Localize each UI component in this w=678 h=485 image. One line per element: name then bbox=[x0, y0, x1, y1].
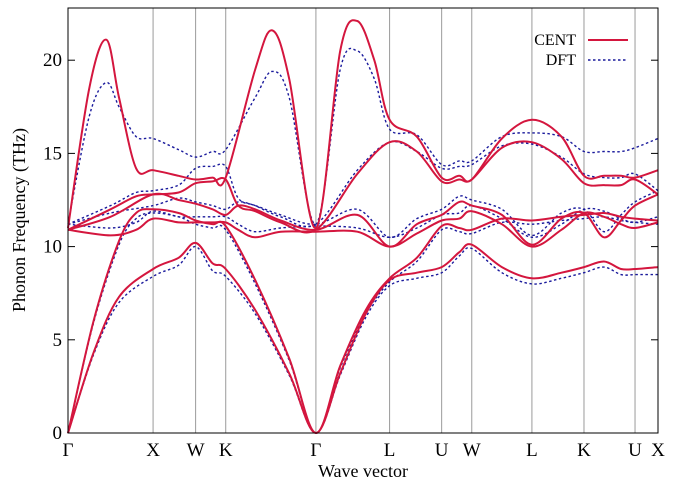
legend-label-cent: CENT bbox=[534, 32, 576, 49]
series-dft bbox=[67, 47, 659, 434]
branch-line-cent bbox=[67, 140, 659, 234]
x-tick-label: L bbox=[384, 440, 396, 461]
x-tick-label: U bbox=[628, 440, 642, 461]
y-tick-label: 15 bbox=[43, 143, 62, 164]
series-layer bbox=[67, 19, 659, 434]
y-axis: 0 5 10 15 20 bbox=[43, 50, 658, 444]
branch-line-dft bbox=[67, 47, 659, 225]
y-tick-label: 5 bbox=[53, 330, 63, 351]
x-tick-label: X bbox=[651, 440, 665, 461]
x-tick-label: W bbox=[187, 440, 205, 461]
series-cent bbox=[67, 19, 659, 434]
y-axis-title: Phonon Frequency (THz) bbox=[9, 128, 30, 312]
legend: CENT DFT bbox=[534, 32, 628, 69]
x-axis-title: Wave vector bbox=[318, 461, 408, 481]
legend-label-dft: DFT bbox=[546, 52, 576, 69]
y-tick-label: 0 bbox=[53, 423, 63, 444]
branch-line-dft bbox=[67, 204, 659, 239]
branch-line-cent bbox=[67, 192, 659, 248]
y-tick-label: 20 bbox=[43, 50, 62, 71]
x-tick-label: W bbox=[463, 440, 481, 461]
x-tick-label: U bbox=[435, 440, 449, 461]
branch-line-cent bbox=[67, 210, 659, 248]
branch-line-cent bbox=[67, 241, 659, 434]
x-tick-label: Γ bbox=[63, 440, 74, 461]
x-tick-label: L bbox=[526, 440, 538, 461]
branch-line-dft bbox=[67, 245, 658, 434]
x-tick-label: X bbox=[146, 440, 160, 461]
plot-frame bbox=[67, 7, 659, 434]
branch-line-cent bbox=[67, 208, 659, 434]
x-tick-label: K bbox=[219, 440, 233, 461]
x-tick-label: K bbox=[577, 440, 591, 461]
y-tick-label: 10 bbox=[43, 237, 62, 258]
branch-line-dft bbox=[67, 140, 659, 228]
branch-line-cent bbox=[67, 19, 659, 230]
x-tick-label: Γ bbox=[310, 440, 321, 461]
branch-line-dft bbox=[67, 190, 659, 239]
